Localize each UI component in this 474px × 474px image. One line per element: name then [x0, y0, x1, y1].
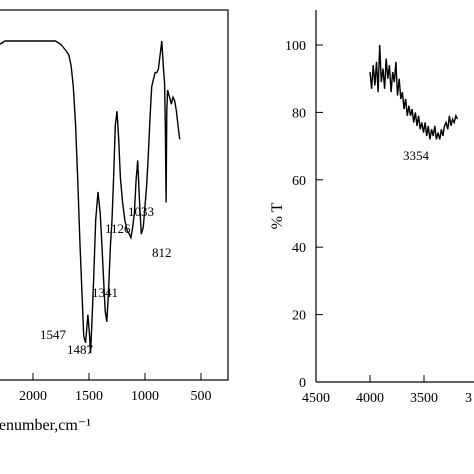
- peak-label: 1487: [67, 342, 94, 357]
- right-x-tick-label: 4500: [302, 391, 330, 406]
- peak-label: 1033: [128, 204, 154, 219]
- right-x-tick-label: 3500: [410, 391, 438, 406]
- left-panel: 2000 1500 1000 500 15471487134111261033812 …: [0, 9, 229, 434]
- left-plot-frame: [0, 9, 229, 381]
- peak-label: 812: [152, 245, 172, 260]
- peak-label: 3354: [403, 148, 430, 163]
- left-x-tick-label: 500: [191, 389, 212, 404]
- right-y-ticks: [316, 44, 323, 383]
- right-y-axis-label: % T: [269, 202, 286, 229]
- right-x-tick-labels: 4500 4000 3500 3: [302, 391, 472, 406]
- left-spectrum-line: [0, 40, 181, 354]
- right-y-tick-label: 40: [292, 241, 306, 256]
- right-y-tick-label: 60: [292, 174, 306, 189]
- left-x-tick-label: 1500: [75, 389, 103, 404]
- left-x-tick-label: 1000: [131, 389, 159, 404]
- right-x-tick-label: 4000: [356, 391, 384, 406]
- right-y-tick-label: 100: [285, 39, 306, 54]
- right-x-tick-label: 3: [465, 391, 472, 406]
- right-peak-annotations: 3354: [403, 148, 430, 163]
- right-spectrum-line: [369, 44, 459, 140]
- left-x-ticks: [32, 373, 202, 380]
- right-panel: 0 20 40 60 80 100 4500 4000 3500 3 3354 % T: [269, 10, 474, 406]
- right-y-tick-labels: 0 20 40 60 80 100: [285, 39, 306, 391]
- left-x-axis-label: Wavenumber,cm⁻¹: [0, 417, 91, 434]
- left-x-tick-labels: 2000 1500 1000 500: [19, 389, 212, 404]
- right-y-tick-label: 20: [292, 309, 306, 324]
- right-x-ticks: [315, 375, 425, 382]
- right-y-tick-label: 0: [299, 376, 306, 391]
- right-y-tick-label: 80: [292, 106, 306, 121]
- peak-label: 1341: [92, 285, 118, 300]
- left-x-tick-label: 2000: [19, 389, 47, 404]
- peak-label: 1126: [105, 221, 131, 236]
- peak-label: 1547: [40, 327, 67, 342]
